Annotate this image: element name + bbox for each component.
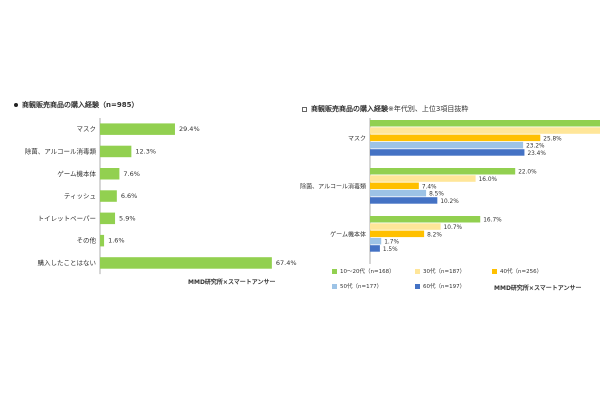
legend-item-4: 50代（n=177）: [332, 282, 382, 290]
right-category-label: マスク: [348, 135, 366, 142]
legend-swatch: [415, 269, 420, 274]
left-bar: [100, 212, 116, 225]
left-category-label: ティッシュ: [64, 192, 96, 200]
legend-label: 30代（n=187）: [423, 269, 466, 275]
right-value-label: 8.2%: [427, 232, 442, 238]
right-chart-credit: MMD研究所×スマートアンサー: [494, 285, 582, 292]
right-bar: [370, 216, 481, 223]
left-category-label: 除菌、アルコール消毒類: [25, 146, 97, 155]
right-bar: [370, 175, 476, 182]
right-value-label: 16.7%: [483, 218, 502, 224]
left-value-label: 7.6%: [123, 170, 140, 178]
right-value-label: 16.0%: [479, 177, 498, 183]
right-bar: [370, 189, 427, 197]
right-value-label: 23.2%: [526, 144, 545, 150]
right-chart-title: 商観販売商品の購入経験※年代別、上位3項目抜粋: [302, 104, 468, 114]
left-value-label: 6.6%: [121, 192, 138, 200]
left-value-label: 67.4%: [276, 259, 297, 267]
right-bar: [370, 141, 524, 149]
legend-swatch: [332, 284, 337, 289]
left-chart-credit: MMD研究所×スマートアンサー: [188, 279, 276, 286]
left-bar: [100, 234, 105, 247]
left-category-label: 購入したことはない: [38, 258, 97, 267]
right-bar: [370, 245, 380, 252]
left-chart-svg: マスク 29.4% 除菌、アルコール消毒類 12.3% ゲーム機本体 7.6% ティッシュ 6…: [25, 118, 297, 275]
left-bar: [100, 168, 120, 180]
left-value-label: 12.3%: [135, 147, 156, 155]
right-chart-panel: 商観販売商品の購入経験※年代別、上位3項目抜粋 マスク38.7%38.5%25.…: [300, 0, 600, 400]
left-category-label: トイレットペーパー: [38, 214, 96, 222]
left-value-label: 1.6%: [108, 237, 125, 245]
right-value-label: 7.4%: [422, 184, 437, 190]
right-value-label: 23.4%: [527, 151, 546, 157]
right-value-label: 1.7%: [384, 240, 399, 246]
right-chart-subtitle: ※年代別、上位3項目抜粋: [388, 105, 469, 113]
right-bar: [370, 134, 541, 142]
left-category-label: マスク: [77, 125, 97, 133]
right-value-label: 25.8%: [543, 136, 562, 142]
right-chart-title-text: 商観販売商品の購入経験: [311, 105, 388, 113]
right-bar: [370, 223, 441, 230]
left-category-label: ゲーム機本体: [57, 169, 96, 178]
bullet-icon: [14, 103, 18, 107]
right-bar: [370, 127, 600, 134]
legend-item-2: 30代（n=187）: [415, 267, 465, 275]
legend-swatch: [332, 269, 337, 274]
right-bar: [370, 149, 525, 156]
right-bar: [370, 230, 425, 238]
left-category-label: その他: [77, 236, 97, 245]
right-value-label: 1.5%: [383, 247, 398, 253]
right-bar: [370, 120, 600, 127]
legend-label: 10〜20代（n=168）: [340, 269, 395, 275]
left-bar: [100, 123, 175, 135]
right-category-label: ゲーム機本体: [330, 230, 366, 238]
left-chart-panel: 商観販売商品の購入経験（n=985） マスク 29.4% 除菌、アルコール消毒類 12…: [14, 100, 297, 286]
legend-item-3: 40代（n=256）: [492, 267, 542, 275]
legend-swatch: [415, 284, 420, 289]
legend-swatch: [492, 269, 497, 274]
left-value-label: 29.4%: [179, 125, 200, 133]
left-bar: [100, 145, 132, 158]
right-chart-svg: マスク38.7%38.5%25.8%23.2%23.4%除菌、アルコール消毒類2…: [300, 118, 600, 264]
legend-label: 60代（n=197）: [423, 284, 466, 290]
right-value-label: 10.2%: [440, 199, 459, 205]
left-bar: [100, 257, 272, 269]
right-bar: [370, 182, 419, 190]
right-bar: [370, 197, 438, 204]
left-chart-title: 商観販売商品の購入経験（n=985）: [14, 100, 138, 110]
legend-label: 50代（n=177）: [340, 284, 383, 290]
right-category-label: 除菌、アルコール消毒類: [300, 182, 366, 190]
right-value-label: 10.7%: [444, 225, 463, 231]
right-bar: [370, 168, 516, 175]
legend-item-5: 60代（n=197）: [415, 282, 465, 290]
left-bar: [100, 190, 117, 202]
right-value-label: 8.5%: [429, 192, 444, 198]
legend-label: 40代（n=256）: [500, 269, 543, 275]
legend-item-1: 10〜20代（n=168）: [332, 267, 395, 275]
left-value-label: 5.9%: [119, 214, 136, 222]
left-chart-title-text: 商観販売商品の購入経験（n=985）: [22, 101, 139, 109]
square-bullet-icon: [302, 106, 307, 112]
right-bar: [370, 237, 382, 245]
right-value-label: 22.0%: [518, 170, 537, 176]
